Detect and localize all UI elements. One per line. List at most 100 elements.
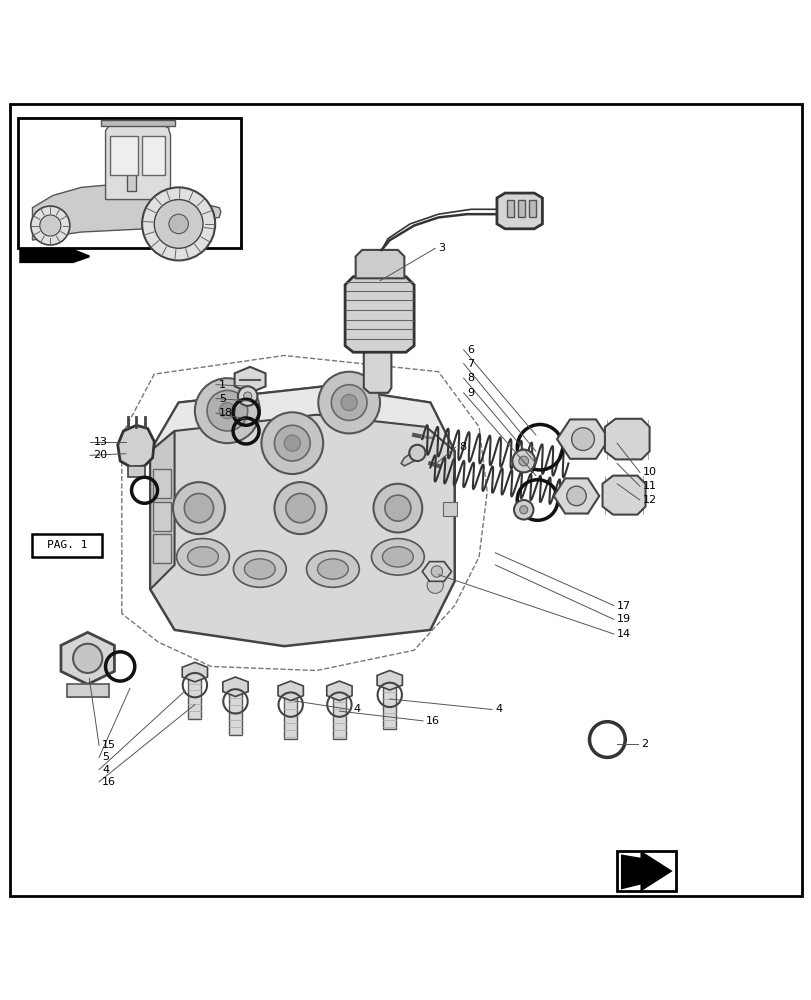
Text: 3: 3: [438, 243, 445, 253]
Bar: [284, 691, 297, 739]
Ellipse shape: [317, 559, 348, 579]
Polygon shape: [604, 419, 649, 459]
Ellipse shape: [371, 539, 423, 575]
Text: 12: 12: [642, 495, 656, 505]
Polygon shape: [32, 183, 221, 240]
Circle shape: [154, 200, 203, 248]
Text: 18: 18: [219, 408, 233, 418]
Bar: [67, 684, 109, 697]
Circle shape: [384, 495, 410, 521]
Circle shape: [512, 450, 534, 472]
Polygon shape: [496, 193, 542, 229]
Polygon shape: [105, 125, 170, 200]
Polygon shape: [222, 677, 248, 697]
Bar: [142, 136, 165, 175]
Bar: [188, 672, 201, 719]
Bar: [18, 118, 241, 248]
Text: 15: 15: [102, 740, 116, 750]
Polygon shape: [556, 419, 608, 459]
Bar: [128, 466, 144, 477]
Ellipse shape: [187, 547, 218, 567]
Circle shape: [284, 435, 300, 451]
Polygon shape: [401, 451, 420, 466]
Polygon shape: [621, 852, 670, 890]
Polygon shape: [376, 671, 402, 690]
Circle shape: [274, 425, 310, 461]
Bar: [529, 200, 535, 217]
Circle shape: [519, 506, 527, 514]
Circle shape: [173, 482, 225, 534]
Bar: [442, 502, 457, 516]
Bar: [127, 147, 135, 191]
Circle shape: [219, 403, 235, 419]
Text: 13: 13: [93, 437, 107, 447]
Circle shape: [318, 372, 380, 433]
Polygon shape: [150, 431, 174, 589]
Polygon shape: [150, 386, 454, 646]
Circle shape: [409, 445, 425, 461]
Polygon shape: [345, 277, 414, 352]
Text: 8: 8: [466, 373, 474, 383]
Bar: [152, 502, 170, 531]
Text: 6: 6: [466, 345, 474, 355]
Text: 16: 16: [102, 777, 116, 787]
Text: 10: 10: [642, 467, 656, 477]
Ellipse shape: [234, 551, 285, 587]
Polygon shape: [61, 632, 114, 684]
Bar: [383, 680, 396, 729]
Polygon shape: [422, 562, 451, 581]
Circle shape: [207, 390, 247, 431]
Polygon shape: [101, 120, 174, 126]
Circle shape: [40, 215, 61, 236]
Circle shape: [73, 644, 102, 673]
Ellipse shape: [177, 539, 229, 575]
Polygon shape: [355, 250, 404, 278]
Text: 2: 2: [641, 739, 648, 749]
Polygon shape: [363, 342, 391, 393]
Polygon shape: [182, 662, 208, 682]
Text: 1: 1: [219, 380, 226, 390]
Bar: [333, 691, 345, 739]
Circle shape: [331, 385, 367, 420]
FancyBboxPatch shape: [32, 534, 102, 557]
Polygon shape: [326, 681, 352, 701]
Text: PAG. 1: PAG. 1: [47, 540, 88, 550]
Polygon shape: [150, 386, 454, 451]
Bar: [507, 200, 513, 217]
Text: 16: 16: [426, 716, 440, 726]
Bar: [109, 136, 138, 175]
Polygon shape: [20, 250, 89, 262]
Circle shape: [169, 214, 188, 234]
Ellipse shape: [306, 551, 358, 587]
Circle shape: [571, 428, 594, 450]
Circle shape: [285, 494, 315, 523]
Circle shape: [341, 394, 357, 411]
Ellipse shape: [244, 559, 275, 579]
Bar: [517, 200, 524, 217]
Circle shape: [31, 206, 70, 245]
Text: 11: 11: [642, 481, 656, 491]
Circle shape: [184, 494, 213, 523]
Circle shape: [513, 500, 533, 519]
Bar: [229, 687, 242, 735]
Circle shape: [427, 577, 443, 593]
Text: 20: 20: [93, 450, 107, 460]
Circle shape: [238, 386, 257, 406]
Text: 8: 8: [458, 442, 466, 452]
Text: 4: 4: [353, 704, 360, 714]
Circle shape: [518, 456, 528, 466]
Text: 7: 7: [466, 359, 474, 369]
Circle shape: [261, 412, 323, 474]
Polygon shape: [234, 367, 265, 393]
Text: 4: 4: [102, 765, 109, 775]
Text: 5: 5: [219, 393, 226, 403]
Text: 5: 5: [102, 752, 109, 762]
Bar: [126, 144, 137, 149]
Circle shape: [195, 378, 260, 443]
Circle shape: [566, 486, 586, 506]
Polygon shape: [277, 681, 303, 701]
Bar: [152, 469, 170, 498]
Bar: [152, 534, 170, 563]
Circle shape: [142, 187, 215, 260]
Ellipse shape: [382, 547, 413, 567]
